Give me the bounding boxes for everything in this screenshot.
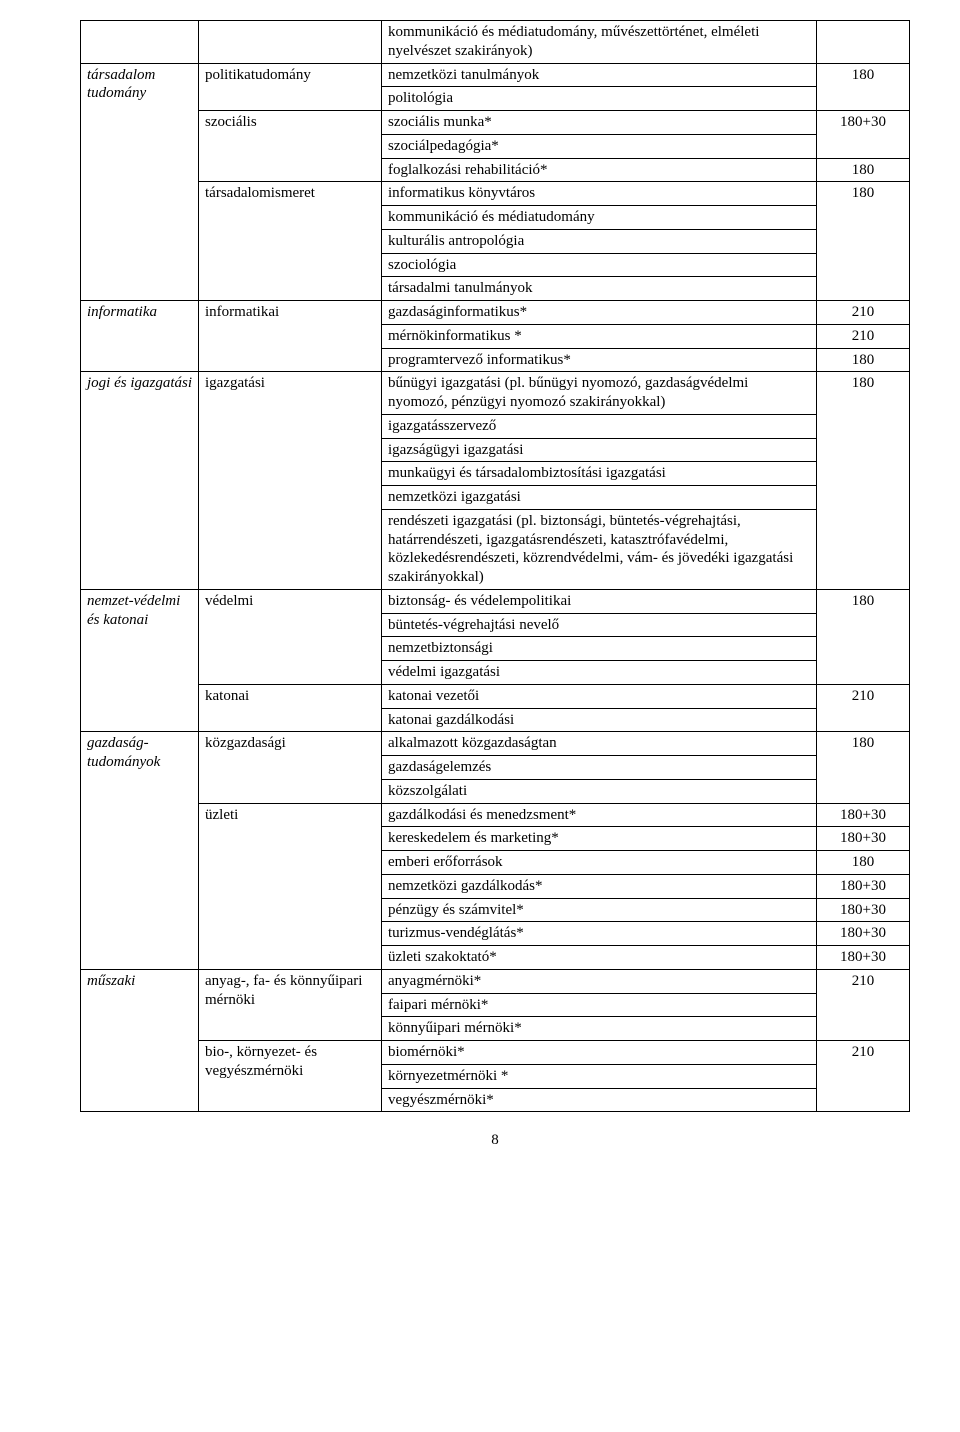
col3-cell: faipari mérnöki* xyxy=(382,993,817,1017)
col4-cell: 180+30 xyxy=(817,898,910,922)
col3-cell: közszolgálati xyxy=(382,779,817,803)
col1-cell xyxy=(81,21,199,64)
col1-cell: műszaki xyxy=(81,969,199,1112)
col3-cell: nemzetközi gazdálkodás* xyxy=(382,874,817,898)
col3-cell: turizmus-vendéglátás* xyxy=(382,922,817,946)
col1-cell: jogi és igazgatási xyxy=(81,372,199,590)
col3-cell: szociális munka* xyxy=(382,111,817,135)
col1-cell: nemzet-védelmi és katonai xyxy=(81,589,199,732)
col4-cell: 180 xyxy=(817,589,910,684)
col4-cell: 180+30 xyxy=(817,827,910,851)
col3-cell: munkaügyi és társadalombiztosítási igazg… xyxy=(382,462,817,486)
col4-cell: 210 xyxy=(817,1041,910,1112)
col1-cell: társadalom tudomány xyxy=(81,63,199,301)
col3-cell: mérnökinformatikus * xyxy=(382,324,817,348)
col3-cell: biomérnöki* xyxy=(382,1041,817,1065)
col4-cell: 180 xyxy=(817,372,910,590)
col3-cell: társadalmi tanulmányok xyxy=(382,277,817,301)
col3-cell: védelmi igazgatási xyxy=(382,661,817,685)
col4-cell: 210 xyxy=(817,969,910,1040)
col3-cell: bűnügyi igazgatási (pl. bűnügyi nyomozó,… xyxy=(382,372,817,415)
col2-cell: szociális xyxy=(199,111,382,182)
data-table: kommunikáció és médiatudomány, művészett… xyxy=(80,20,910,1112)
col3-cell: biztonság- és védelempolitikai xyxy=(382,589,817,613)
col4-cell: 180+30 xyxy=(817,874,910,898)
col4-cell: 180 xyxy=(817,732,910,803)
col3-cell: könnyűipari mérnöki* xyxy=(382,1017,817,1041)
col2-cell: informatikai xyxy=(199,301,382,372)
col4-cell: 180+30 xyxy=(817,946,910,970)
col3-cell: büntetés-végrehajtási nevelő xyxy=(382,613,817,637)
col4-cell: 180 xyxy=(817,851,910,875)
col3-cell: igazságügyi igazgatási xyxy=(382,438,817,462)
col3-cell: gazdaságelemzés xyxy=(382,756,817,780)
col3-cell: környezetmérnöki * xyxy=(382,1064,817,1088)
col3-cell: gazdálkodási és menedzsment* xyxy=(382,803,817,827)
col3-cell: szociálpedagógia* xyxy=(382,134,817,158)
col3-cell: katonai gazdálkodási xyxy=(382,708,817,732)
col2-cell: politikatudomány xyxy=(199,63,382,111)
page-number: 8 xyxy=(80,1132,910,1149)
col3-cell: igazgatásszervező xyxy=(382,414,817,438)
col2-cell: bio-, környezet- és vegyészmérnöki xyxy=(199,1041,382,1112)
col2-cell: anyag-, fa- és könnyűipari mérnöki xyxy=(199,969,382,1040)
col2-cell: igazgatási xyxy=(199,372,382,590)
col3-cell: anyagmérnöki* xyxy=(382,969,817,993)
col4-cell: 180 xyxy=(817,348,910,372)
col2-cell: katonai xyxy=(199,684,382,732)
col3-cell: nemzetközi igazgatási xyxy=(382,486,817,510)
col3-cell: gazdaságinformatikus* xyxy=(382,301,817,325)
col1-cell: informatika xyxy=(81,301,199,372)
col4-cell: 180+30 xyxy=(817,922,910,946)
col2-cell: közgazdasági xyxy=(199,732,382,803)
col3-cell: programtervező informatikus* xyxy=(382,348,817,372)
col3-cell: szociológia xyxy=(382,253,817,277)
col3-cell: foglalkozási rehabilitáció* xyxy=(382,158,817,182)
col2-cell xyxy=(199,21,382,64)
col3-cell: politológia xyxy=(382,87,817,111)
col4-cell: 180 xyxy=(817,158,910,182)
col4-cell: 210 xyxy=(817,324,910,348)
col3-cell: alkalmazott közgazdaságtan xyxy=(382,732,817,756)
col4-cell: 180 xyxy=(817,63,910,111)
col3-cell: katonai vezetői xyxy=(382,684,817,708)
col3-cell: rendészeti igazgatási (pl. biztonsági, b… xyxy=(382,509,817,589)
col3-cell: pénzügy és számvitel* xyxy=(382,898,817,922)
col4-cell: 180+30 xyxy=(817,111,910,159)
col3-cell: kereskedelem és marketing* xyxy=(382,827,817,851)
col2-cell: társadalomismeret xyxy=(199,182,382,301)
col4-cell: 210 xyxy=(817,684,910,732)
col3-cell: vegyészmérnöki* xyxy=(382,1088,817,1112)
col3-cell: kulturális antropológia xyxy=(382,229,817,253)
col3-cell: emberi erőforrások xyxy=(382,851,817,875)
col3-cell: üzleti szakoktató* xyxy=(382,946,817,970)
col2-cell: védelmi xyxy=(199,589,382,684)
col4-cell: 180 xyxy=(817,182,910,301)
col4-cell xyxy=(817,21,910,64)
col1-cell: gazdaság-tudományok xyxy=(81,732,199,970)
col3-cell: informatikus könyvtáros xyxy=(382,182,817,206)
col3-cell: kommunikáció és médiatudomány xyxy=(382,206,817,230)
col3-cell: nemzetbiztonsági xyxy=(382,637,817,661)
col2-cell: üzleti xyxy=(199,803,382,969)
col3-cell: kommunikáció és médiatudomány, művészett… xyxy=(382,21,817,64)
col3-cell: nemzetközi tanulmányok xyxy=(382,63,817,87)
col4-cell: 180+30 xyxy=(817,803,910,827)
col4-cell: 210 xyxy=(817,301,910,325)
